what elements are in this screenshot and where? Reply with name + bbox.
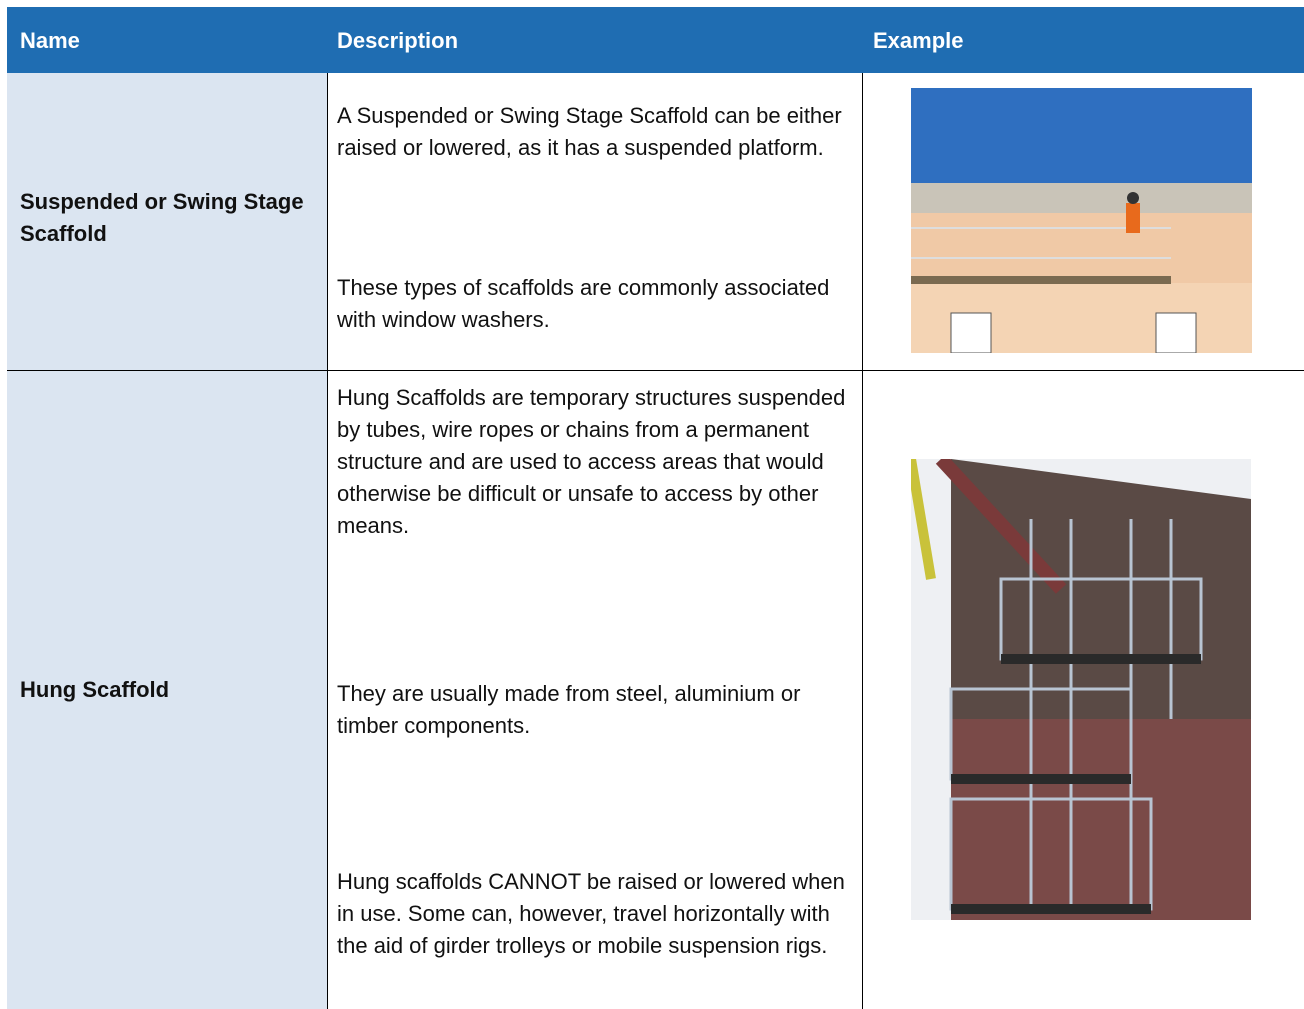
description: These types of scaffolds are commonly as… xyxy=(337,275,830,332)
example-image xyxy=(911,459,1251,920)
description: Hung scaffolds CANNOT be raised or lower… xyxy=(337,869,845,958)
header-cell: Description xyxy=(337,28,459,53)
description: A Suspended or Swing Stage Scaffold can … xyxy=(337,103,842,160)
header-cell: Name xyxy=(20,28,80,53)
column-border xyxy=(327,73,328,1009)
description: They are usually made from steel, alumin… xyxy=(337,681,801,738)
row-name: Suspended or Swing Stage Scaffold xyxy=(20,189,304,246)
header-row xyxy=(7,7,1304,73)
column-border xyxy=(862,73,863,1009)
row-name: Hung Scaffold xyxy=(20,677,170,702)
example-image xyxy=(911,88,1252,353)
name-column xyxy=(7,73,327,1009)
row-border xyxy=(7,370,1304,371)
header-cell: Example xyxy=(873,28,964,53)
description: Hung Scaffolds are temporary structures … xyxy=(337,385,846,538)
